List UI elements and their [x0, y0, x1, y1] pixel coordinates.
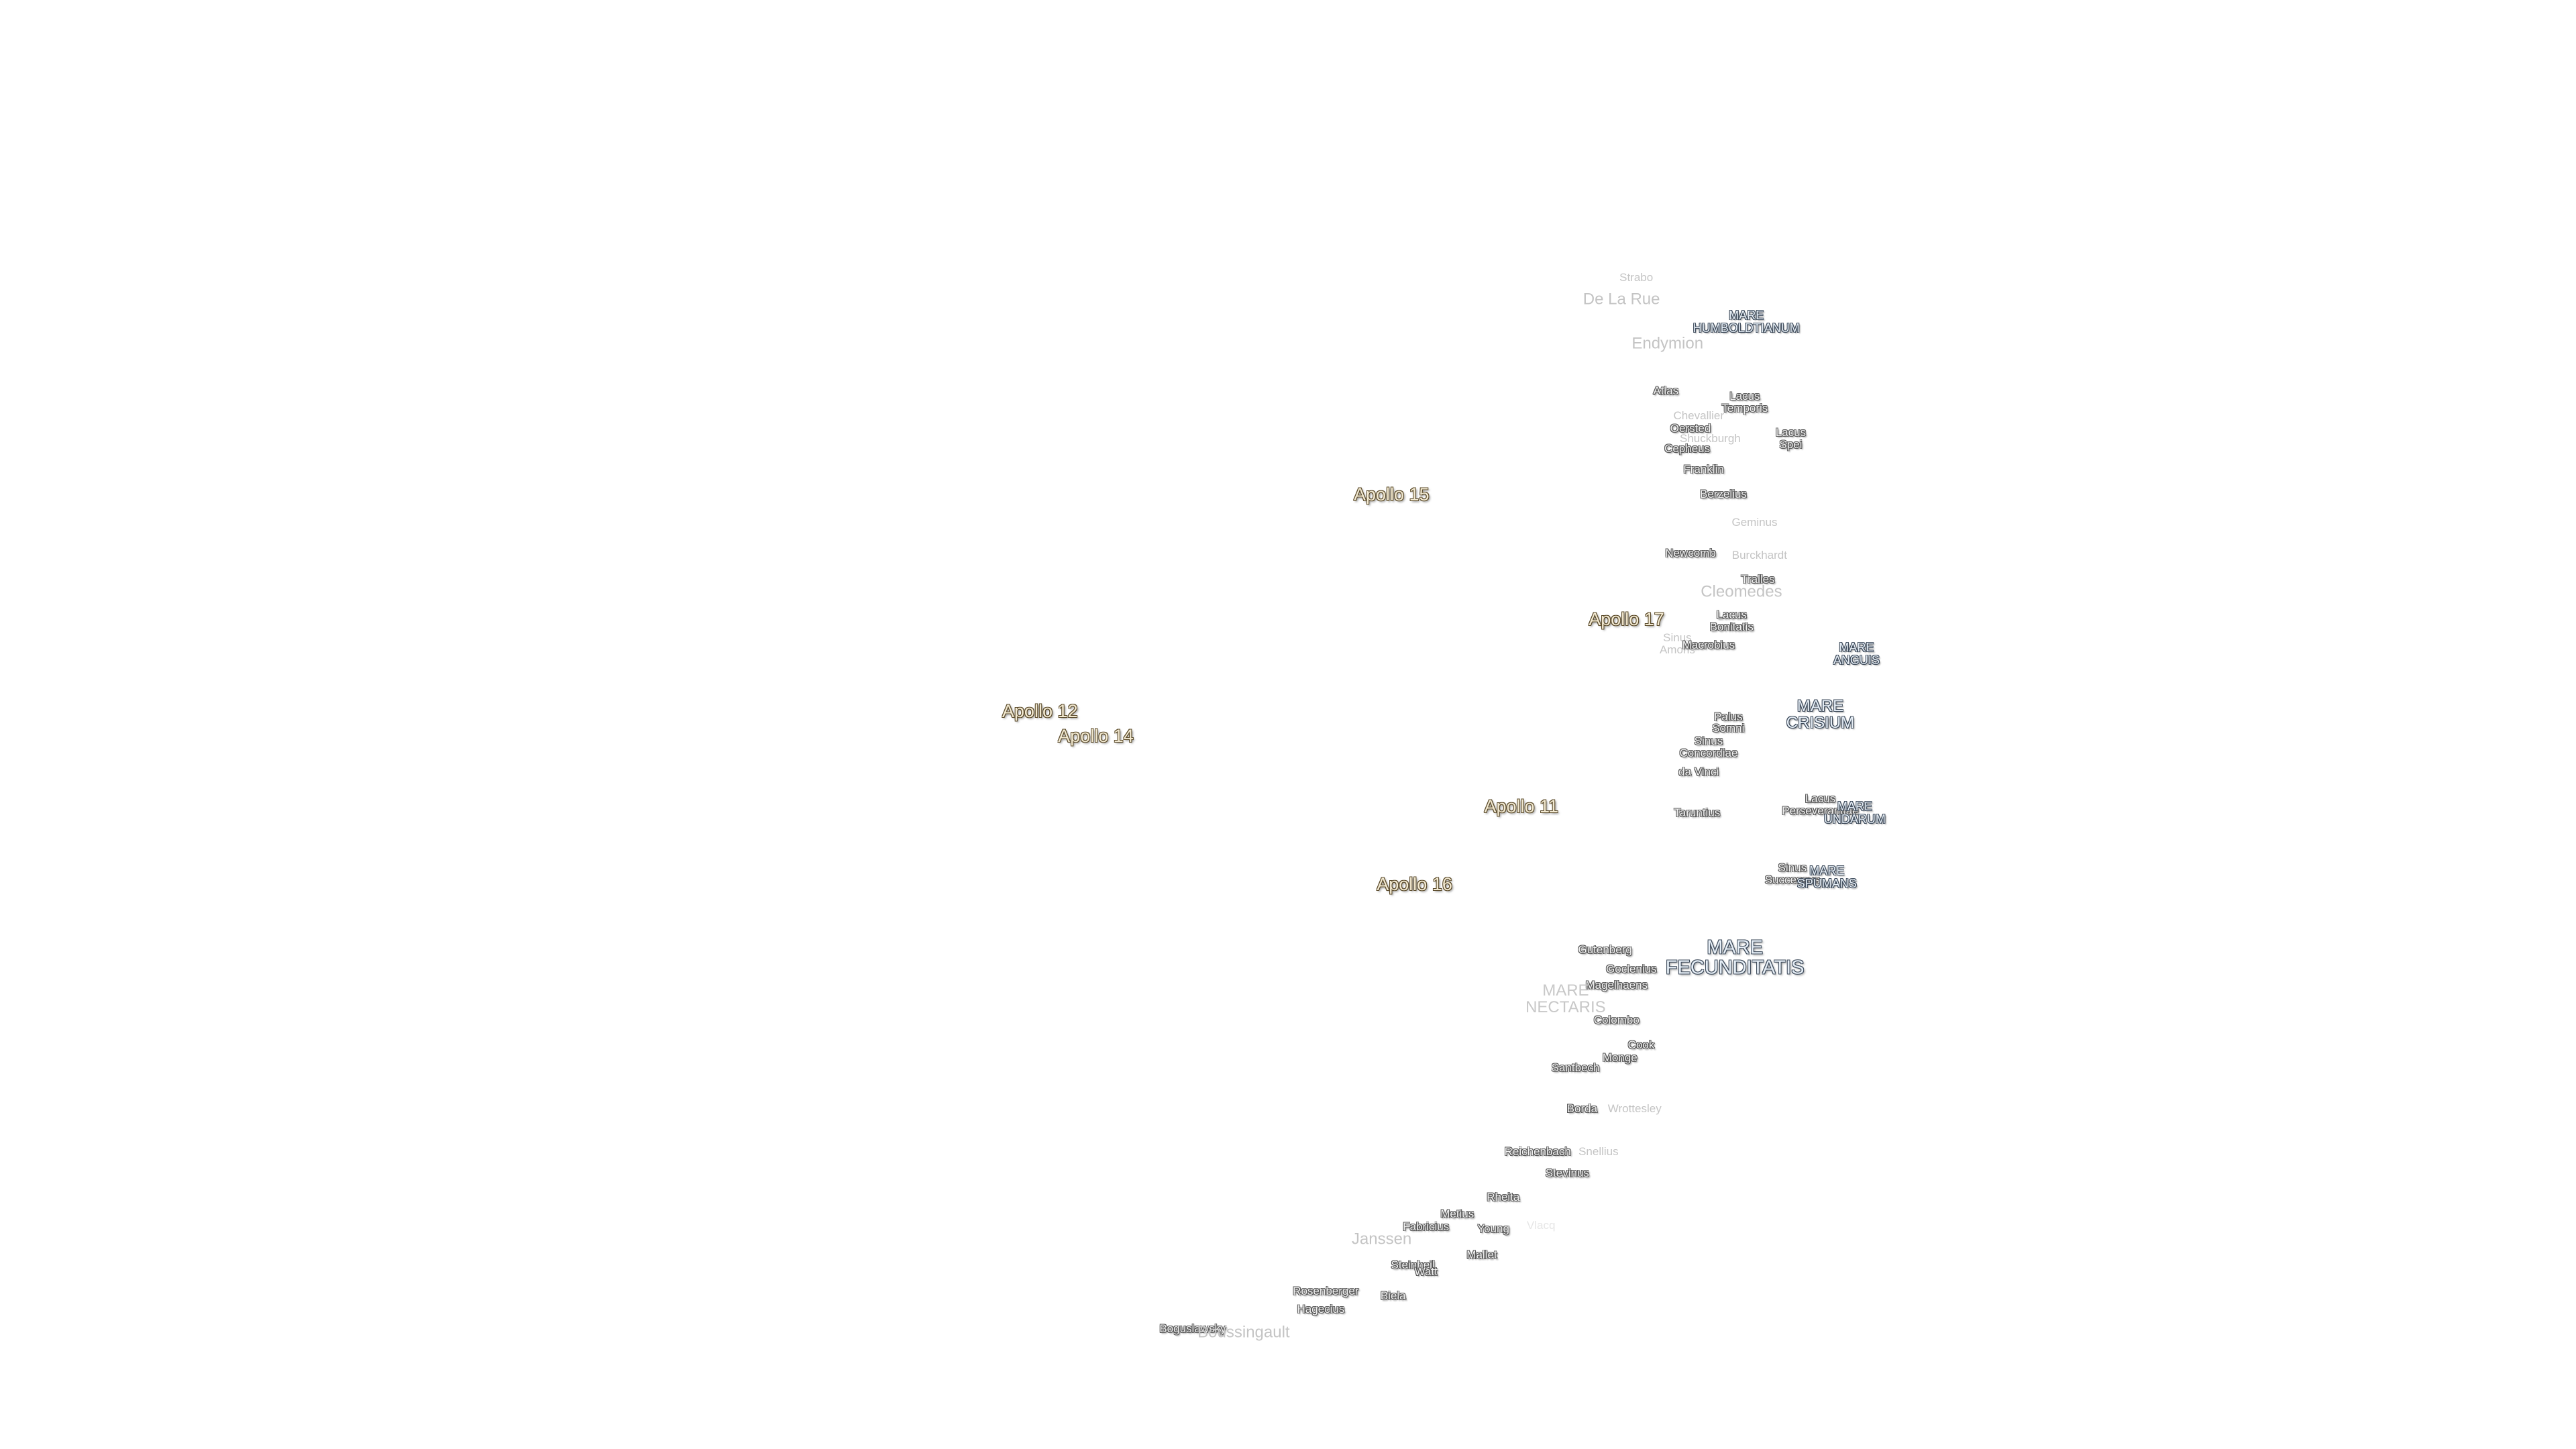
map-label: Lacus Spei — [1775, 426, 1807, 451]
map-label: Metius — [1440, 1207, 1474, 1220]
map-label: Cook — [1627, 1038, 1655, 1051]
map-label: Apollo 16 — [1377, 873, 1452, 894]
map-label: Tralles — [1741, 573, 1775, 586]
map-label: Apollo 14 — [1058, 725, 1134, 746]
map-label: Chevallier — [1673, 409, 1725, 422]
map-label: Berzelius — [1700, 488, 1747, 501]
map-label: Wrottesley — [1607, 1102, 1662, 1116]
map-label: Burckhardt — [1731, 548, 1787, 561]
map-label: Magelhaens — [1585, 979, 1648, 992]
map-label: Vlacq — [1526, 1219, 1556, 1232]
map-label: Watt — [1414, 1265, 1438, 1278]
map-label: Boguslawsky — [1159, 1322, 1226, 1336]
map-label: Goclenius — [1606, 962, 1657, 975]
map-label: Young — [1477, 1222, 1509, 1235]
map-label: Mallet — [1466, 1248, 1497, 1262]
map-label: Rheita — [1487, 1191, 1520, 1204]
map-label: Apollo 15 — [1353, 484, 1430, 504]
map-label: MARE HUMBOLDTIANUM — [1693, 309, 1800, 335]
map-label: Snellius — [1578, 1144, 1619, 1158]
map-label: Sinus Concordiae — [1679, 735, 1738, 760]
map-label: Steinheil — [1391, 1258, 1435, 1271]
map-label: Monge — [1602, 1051, 1638, 1065]
map-label: Stevinus — [1545, 1166, 1589, 1179]
map-label: MARE NECTARIS — [1525, 981, 1606, 1016]
map-label: Reichenbach — [1504, 1144, 1571, 1158]
map-label: Oersted — [1670, 422, 1711, 435]
map-label: Santbech — [1551, 1061, 1600, 1074]
map-label: Franklin — [1683, 463, 1724, 476]
map-label: Janssen — [1351, 1229, 1412, 1248]
map-label: Cepheus — [1664, 441, 1711, 455]
map-label: MARE UNDARUM — [1823, 800, 1886, 826]
map-label: Gutenberg — [1578, 943, 1632, 956]
map-label: Lacus Bonitatis — [1709, 608, 1754, 633]
map-label: MARE CRISIUM — [1786, 697, 1855, 733]
map-label: Sinus Successus — [1764, 861, 1820, 886]
map-label: Taruntius — [1674, 806, 1721, 820]
map-label: Boussingault — [1197, 1323, 1290, 1342]
map-label: Sinus Amoris — [1659, 631, 1695, 656]
map-label: Strabo — [1619, 270, 1654, 284]
map-label: MARE SPUMANS — [1796, 863, 1857, 890]
map-label: Lacus Perseverantiae — [1782, 792, 1859, 817]
map-label: Apollo 11 — [1484, 796, 1559, 817]
map-label: MARE FECUNDITATIS — [1665, 936, 1805, 979]
map-label: Rosenberger — [1293, 1284, 1359, 1297]
map-label: Geminus — [1731, 515, 1778, 529]
map-label: Shuckburgh — [1680, 431, 1741, 445]
map-label: Fabricius — [1403, 1220, 1450, 1234]
map-label: Palus Somni — [1712, 710, 1745, 735]
map-label: De La Rue — [1582, 290, 1660, 309]
map-label: Macrobius — [1682, 639, 1735, 652]
map-label: Apollo 17 — [1589, 609, 1664, 630]
map-label: Biela — [1380, 1289, 1406, 1303]
map-label: Hagecius — [1297, 1302, 1345, 1316]
map-label: MARE ANGUIS — [1833, 640, 1880, 667]
map-label: Atlas — [1653, 384, 1679, 397]
map-label: Borda — [1566, 1102, 1598, 1116]
map-label: Endymion — [1631, 334, 1704, 353]
map-label: Apollo 12 — [1002, 701, 1078, 722]
map-label: Cleomedes — [1701, 582, 1782, 601]
map-label: Lacus Temporis — [1721, 390, 1768, 415]
map-label: Newcomb — [1665, 547, 1716, 560]
map-label: da Vinci — [1678, 765, 1719, 779]
map-label: Colombo — [1593, 1013, 1640, 1026]
